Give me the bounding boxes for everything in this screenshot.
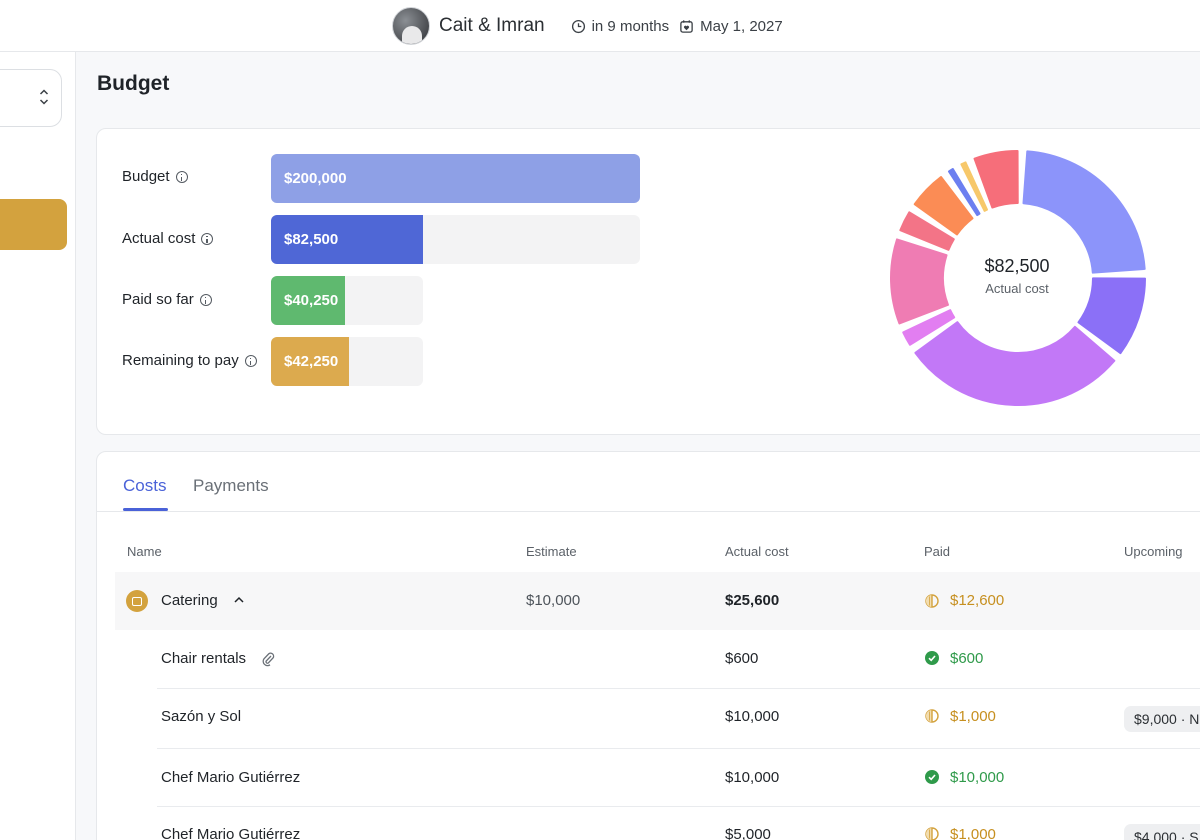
partial-paid-icon xyxy=(925,827,939,840)
cost-item-actual: $10,000 xyxy=(725,708,780,725)
tab-costs[interactable]: Costs xyxy=(123,476,167,495)
paid-so-far-label: Paid so far xyxy=(122,291,212,308)
budget-summary-card: Budget $200,000 Actual cost $82,500 Paid… xyxy=(96,128,1200,435)
column-header-paid[interactable]: Paid xyxy=(924,544,951,559)
donut-segment-7[interactable] xyxy=(913,176,974,236)
cost-item-paid: $1,000 xyxy=(950,708,996,725)
paperclip-icon[interactable] xyxy=(261,651,275,667)
tab-divider xyxy=(97,511,1200,512)
column-header-actual-cost[interactable]: Actual cost xyxy=(725,544,789,559)
cost-item-paid: $10,000 xyxy=(950,769,1005,786)
donut-label: Actual cost xyxy=(985,281,1049,296)
info-icon[interactable] xyxy=(199,293,212,306)
row-divider xyxy=(157,688,1200,689)
donut-segment-6[interactable] xyxy=(899,211,955,251)
column-header-estimate[interactable]: Estimate xyxy=(526,544,577,559)
column-header-upcoming[interactable]: Upcoming xyxy=(1124,544,1183,559)
tab-payments[interactable]: Payments xyxy=(193,476,269,495)
chevron-up-down-icon xyxy=(39,89,49,105)
cost-item-actual: $600 xyxy=(725,650,759,667)
category-paid: $12,600 xyxy=(950,592,1005,609)
donut-segment-8[interactable] xyxy=(947,167,981,217)
actual-cost-label: Actual cost xyxy=(122,230,214,247)
chevron-up-icon[interactable] xyxy=(233,595,245,605)
costs-card: Costs Payments Name Estimate Actual cost… xyxy=(96,451,1200,840)
paid-check-icon xyxy=(925,651,939,665)
budget-bar: $200,000 xyxy=(271,154,640,203)
donut-segment-3[interactable] xyxy=(914,321,1116,406)
donut-segment-9[interactable] xyxy=(960,161,988,212)
row-divider xyxy=(157,806,1200,807)
upcoming-payment-pill[interactable]: $4,000 · S xyxy=(1124,824,1200,840)
remaining-label: Remaining to pay xyxy=(122,352,257,369)
catering-icon xyxy=(126,590,148,612)
actual-cost-bar: $82,500 xyxy=(271,215,424,264)
cost-donut-chart xyxy=(890,150,1146,406)
countdown-text: in 9 months xyxy=(591,17,670,35)
budget-label: Budget xyxy=(122,168,188,185)
donut-segment-1[interactable] xyxy=(1022,150,1146,274)
donut-value: $82,500 xyxy=(984,256,1050,276)
cost-item-name[interactable]: Chef Mario Gutiérrez xyxy=(161,826,301,840)
upcoming-payment-pill[interactable]: $9,000 · N xyxy=(1124,706,1200,732)
partial-paid-icon xyxy=(925,594,939,608)
cost-item-actual: $5,000 xyxy=(725,826,771,840)
active-nav-item[interactable] xyxy=(0,199,67,250)
sidebar xyxy=(0,52,76,840)
couple-avatar[interactable] xyxy=(392,7,430,45)
cost-item-name[interactable]: Sazón y Sol xyxy=(161,708,242,725)
actual-cost-bar-track: $82,500 xyxy=(271,215,640,264)
remaining-bar: $42,250 xyxy=(271,337,349,386)
calendar-heart-icon xyxy=(680,19,693,33)
top-bar: Cait & Imran in 9 months May 1, 2027 xyxy=(0,0,1200,52)
event-date-text: May 1, 2027 xyxy=(700,17,783,35)
paid-check-icon xyxy=(925,770,939,784)
row-divider xyxy=(157,748,1200,749)
donut-segment-4[interactable] xyxy=(902,309,956,346)
column-header-name[interactable]: Name xyxy=(127,544,162,559)
donut-segment-5[interactable] xyxy=(890,238,949,325)
cost-item-actual: $10,000 xyxy=(725,769,780,786)
info-icon[interactable] xyxy=(244,354,257,367)
event-date: May 1, 2027 xyxy=(679,18,783,35)
countdown-icon xyxy=(571,19,585,33)
active-tab-indicator xyxy=(123,508,168,511)
info-icon[interactable] xyxy=(201,232,214,245)
category-name: Catering xyxy=(161,592,218,609)
donut-center: $82,500 Actual cost xyxy=(957,256,1077,296)
cost-item-paid: $600 xyxy=(950,650,984,667)
paid-bar: $40,250 xyxy=(271,276,346,325)
remaining-bar-track: $42,250 xyxy=(271,337,423,386)
category-row-catering[interactable] xyxy=(115,572,1200,630)
event-selector[interactable] xyxy=(0,69,62,127)
partial-paid-icon xyxy=(925,709,939,723)
page-title: Budget xyxy=(97,72,170,95)
event-header: Cait & Imran in 9 months May 1, 2027 xyxy=(392,6,783,46)
info-icon[interactable] xyxy=(175,170,188,183)
donut-segment-10[interactable] xyxy=(973,150,1019,209)
couple-name: Cait & Imran xyxy=(439,15,545,36)
paid-bar-track: $40,250 xyxy=(271,276,423,325)
donut-segment-2[interactable] xyxy=(1077,277,1146,355)
category-estimate: $10,000 xyxy=(526,592,581,609)
category-actual: $25,600 xyxy=(725,592,780,609)
budget-bar-track: $200,000 xyxy=(271,154,640,203)
countdown: in 9 months xyxy=(571,17,670,35)
cost-item-paid: $1,000 xyxy=(950,826,996,840)
cost-item-name[interactable]: Chair rentals xyxy=(161,650,247,667)
cost-item-name[interactable]: Chef Mario Gutiérrez xyxy=(161,769,301,786)
